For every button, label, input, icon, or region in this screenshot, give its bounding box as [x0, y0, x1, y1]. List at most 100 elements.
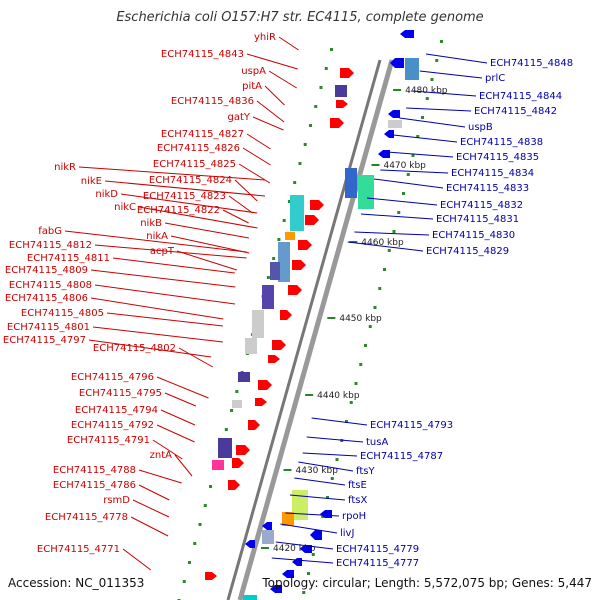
left-gene-label: ECH74115_4808: [9, 280, 92, 291]
left-gene-label: ECH74115_4802: [93, 343, 176, 354]
track-dot-left: [303, 143, 307, 146]
left-gene-label: acpT: [150, 246, 175, 257]
left-leader-line: [268, 70, 297, 89]
gene-block: [232, 400, 242, 408]
left-gene-label: ECH74115_4827: [161, 129, 244, 140]
track-dot-left: [198, 523, 202, 526]
backbone-inner: [226, 59, 382, 600]
left-gene-label: rsmD: [103, 495, 130, 506]
track-dot-left: [203, 504, 207, 507]
right-gene-label: prlC: [485, 73, 505, 84]
track-dot-right: [383, 268, 386, 271]
forward-gene: [305, 215, 319, 225]
accession-text: Accession: NC_011353: [8, 576, 145, 590]
left-gene-label: nikC: [114, 202, 136, 213]
forward-gene: [330, 118, 344, 128]
forward-gene: [292, 260, 306, 270]
track-dot-right: [368, 325, 372, 328]
left-leader-line: [152, 439, 183, 460]
gene-block: [262, 285, 274, 309]
gene-block: [278, 242, 290, 282]
left-leader-line: [176, 250, 237, 271]
track-dot-left: [277, 238, 281, 241]
right-gene-label: ftsE: [348, 480, 367, 491]
right-gene-label: ECH74115_4779: [336, 544, 419, 555]
track-dot-right: [335, 458, 339, 461]
backbone-outer: [237, 59, 395, 600]
left-gene-label: ECH74115_4801: [7, 322, 90, 333]
left-gene-label: uspA: [241, 66, 266, 77]
genome-summary-text: Topology: circular; Length: 5,572,075 bp…: [262, 576, 592, 590]
track-dot-left: [182, 580, 186, 583]
reverse-gene: [310, 530, 322, 540]
right-leader-line: [373, 178, 444, 189]
track-dot-right: [425, 97, 429, 100]
left-leader-line: [234, 179, 258, 202]
right-leader-line: [275, 541, 334, 550]
forward-gene: [258, 380, 272, 390]
left-gene-label: nikD: [95, 189, 118, 200]
reverse-gene: [282, 570, 294, 578]
right-leader-line: [425, 53, 488, 64]
left-leader-line: [252, 116, 284, 131]
track-dot-right: [435, 59, 439, 62]
forward-gene: [288, 285, 302, 295]
right-gene-label: ECH74115_4793: [370, 420, 453, 431]
track-dot-left: [287, 200, 291, 203]
gene-block: [345, 168, 357, 198]
left-gene-label: ECH74115_4795: [79, 388, 162, 399]
track-dot-left: [314, 105, 318, 108]
track-dot-right: [411, 154, 415, 157]
gene-block: [358, 175, 374, 209]
right-leader-line: [412, 90, 477, 97]
left-leader-line: [90, 297, 224, 320]
reverse-gene: [378, 150, 390, 158]
track-dot-right: [364, 344, 367, 347]
left-leader-line: [78, 166, 266, 181]
left-leader-line: [122, 548, 152, 571]
track-dot-right: [307, 572, 310, 575]
left-leader-line: [92, 326, 223, 343]
left-leader-line: [156, 376, 209, 399]
track-dot-right: [440, 40, 443, 43]
left-gene-label: ECH74115_4797: [3, 335, 86, 346]
gene-block: [243, 595, 257, 600]
track-dot-left: [324, 67, 328, 70]
track-dot-left: [209, 485, 213, 488]
right-leader-line: [306, 436, 364, 443]
track-dot-right: [430, 78, 434, 81]
left-leader-line: [160, 409, 196, 426]
right-gene-label: uspB: [468, 122, 493, 133]
gene-block: [238, 372, 250, 382]
left-gene-label: nikB: [140, 218, 162, 229]
track-dot-left: [224, 428, 228, 431]
kbp-tick-label: 4440 kbp: [317, 391, 360, 401]
left-gene-label: ECH74115_4836: [171, 96, 254, 107]
gene-block: [262, 530, 274, 544]
right-gene-label: rpoH: [342, 511, 366, 522]
left-gene-label: ECH74115_4809: [5, 265, 88, 276]
forward-gene: [248, 420, 260, 430]
left-leader-line: [94, 284, 236, 305]
reverse-gene: [390, 58, 404, 68]
right-leader-line: [285, 512, 340, 517]
track-dot-left: [319, 86, 323, 89]
forward-gene: [255, 398, 267, 406]
track-dot-right: [406, 173, 410, 176]
left-leader-line: [104, 180, 266, 197]
left-gene-label: ECH74115_4794: [75, 405, 158, 416]
left-gene-label: fabG: [38, 226, 62, 237]
reverse-gene: [245, 540, 255, 548]
right-leader-line: [393, 134, 458, 143]
right-gene-label: tusA: [366, 437, 388, 448]
track-dot-left: [298, 162, 302, 165]
left-gene-label: zntA: [150, 450, 173, 461]
left-gene-label: ECH74115_4811: [27, 253, 110, 264]
track-dot-right: [354, 382, 358, 385]
left-gene-label: nikA: [146, 231, 168, 242]
left-gene-label: gatY: [227, 112, 250, 123]
gene-block: [212, 460, 224, 470]
gene-block: [270, 262, 280, 280]
